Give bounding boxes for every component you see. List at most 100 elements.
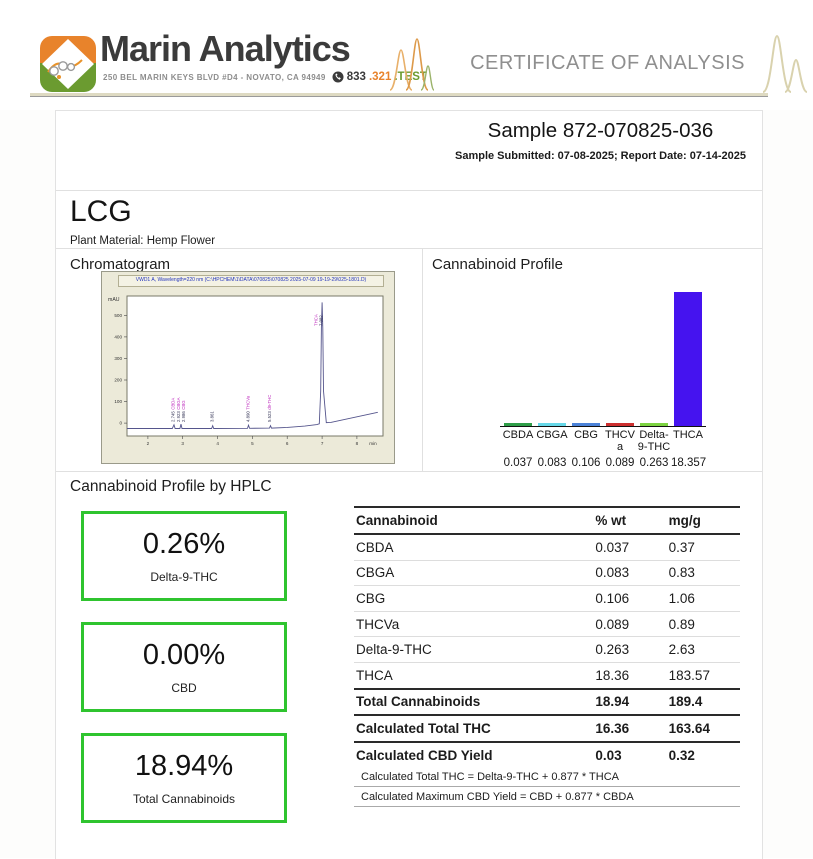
table-row: CBG 0.106 1.06 [354,585,740,612]
brand-logo-icon [40,36,96,92]
table-cell: 18.36 [593,662,667,690]
svg-text:200: 200 [114,378,122,383]
svg-text:0: 0 [119,421,122,426]
table-cell: 0.263 [593,636,667,663]
table-cell: 16.36 [593,714,667,742]
bar-value: 0.083 [537,457,567,469]
table-footnote-row: Calculated Total THC = Delta-9-THC + 0.8… [354,767,740,788]
sample-meta: Sample Submitted: 07-08-2025; Report Dat… [455,150,746,162]
table-cell: 163.64 [666,714,740,742]
svg-text:7: 7 [321,441,324,446]
bar-column [603,423,637,426]
bar [606,423,634,426]
svg-text:100: 100 [114,399,122,404]
hplc-table-body: CBDA 0.037 0.37 CBGA 0.083 0.83 CBG 0.106 1.06 TH… [354,534,740,808]
hplc-section-title: Cannabinoid Profile by HPLC [70,478,272,495]
svg-text:400: 400 [114,335,122,340]
chromatogram-plot: mAU 0 100 200 300 400 500 [108,295,384,446]
y-axis-unit: mAU [108,297,120,303]
highlight-box: 0.26% Delta-9-THC [81,511,287,601]
brand-subline: 250 BEL MARIN KEYS BLVD #D4 - NOVATO, CA… [103,71,523,83]
chromatogram-titlebar: VWD1 A, Wavelength=220 nm (C:\HPCHEM\1\D… [118,275,384,287]
table-cell: 0.03 [593,740,667,768]
svg-text:2.923CBGA: 2.923CBGA [176,397,181,422]
bar [538,423,566,426]
table-cell: 1.06 [666,585,740,612]
highlight-box: 0.00% CBD [81,622,287,712]
table-row: Calculated Total THC 16.36 163.64 [354,714,740,742]
table-footnote: Calculated Total THC = Delta-9-THC + 0.8… [354,767,740,788]
x-axis-labels: 2 3 4 5 6 7 8 min [147,441,378,446]
bar-column [569,423,603,426]
table-footnote: Calculated Maximum CBD Yield = CBD + 0.8… [354,786,740,808]
bar-label: THCA [673,429,703,441]
bar-chart [501,286,705,426]
svg-text:THCA7.082: THCA7.082 [314,314,324,326]
highlight-label: Delta-9-THC [150,570,218,584]
x-axis-ticks [147,436,358,439]
sample-block: Sample 872-070825-036 Sample Submitted: … [455,119,746,162]
table-row: Delta-9-THC 0.263 2.63 [354,636,740,663]
bar [572,423,600,426]
column-separator [422,248,423,471]
svg-text:300: 300 [114,356,122,361]
table-cell: Calculated Total THC [354,714,594,742]
table-cell: THCA [354,662,594,690]
table-row: Total Cannabinoids 18.94 189.4 [354,687,740,716]
highlight-box: 18.94% Total Cannabinoids [81,733,287,823]
table-row: CBDA 0.037 0.37 [354,534,740,561]
bar [640,423,668,426]
bar-label: CBGA [536,429,568,441]
table-row: THCVa 0.089 0.89 [354,611,740,638]
table-cell: 0.89 [666,611,740,638]
table-cell: Delta-9-THC [354,636,594,663]
profile-section-title: Cannabinoid Profile [432,256,563,273]
table-cell: 0.106 [593,585,667,612]
table-cell: 0.37 [666,534,740,561]
table-cell: 0.083 [593,560,667,587]
svg-text:6: 6 [286,441,289,446]
highlight-value: 0.00% [142,639,226,671]
bar-chart-values: 0.037 0.083 0.106 0.089 0.263 18.357 [501,457,707,469]
bar-label: CBG [574,429,598,441]
certificate-title: CERTIFICATE OF ANALYSIS [470,52,745,74]
table-cell: CBG [354,585,594,612]
divider [56,190,762,191]
table-header-cell: mg/g [666,506,740,535]
svg-text:5: 5 [251,441,254,446]
table-cell: 0.32 [666,740,740,768]
chromatogram-panel: VWD1 A, Wavelength=220 nm (C:\HPCHEM\1\D… [101,271,395,464]
phone-icon [332,71,344,83]
y-axis-ticks [124,315,127,424]
bar-value: 18.357 [671,457,707,469]
svg-text:500: 500 [114,313,122,318]
table-header-row: Cannabinoid % wt mg/g [354,506,740,535]
sample-title: Sample 872-070825-036 [487,119,714,142]
chromatogram-peaks-icon [763,34,808,93]
table-cell: 189.4 [666,687,740,716]
bar-chart-axis [500,426,706,427]
table-cell: Calculated CBD Yield [354,740,594,768]
bar [674,292,702,426]
highlight-value: 0.26% [142,528,226,560]
highlight-label: Total Cannabinoids [132,792,236,806]
table-footnote-row: Calculated Maximum CBD Yield = CBD + 0.8… [354,786,740,808]
brand-name: Marin Analytics [100,28,351,69]
svg-text:2.986CBG: 2.986CBG [181,400,186,422]
bar-column [501,423,535,426]
table-header-cell: Cannabinoid [354,506,594,535]
table-cell: CBGA [354,560,594,587]
table-row: Calculated CBD Yield 0.03 0.32 [354,740,740,768]
bar-value: 0.089 [605,457,635,469]
product-material: Plant Material: Hemp Flower [70,235,216,247]
bar-value: 0.106 [571,457,601,469]
highlight-boxes: 0.26% Delta-9-THC 0.00% CBD 18.94% Total… [81,511,287,844]
svg-text:4.890THCVa: 4.890THCVa [245,395,250,422]
peak-labels: 2.745CBDA 2.923CBGA 2.986CBG 3.861 4.890… [170,314,323,422]
svg-text:3: 3 [181,441,184,446]
product-name: LCG [70,195,132,228]
divider [56,471,762,472]
table-cell: 183.57 [666,662,740,690]
bar-label: Delta- 9-THC [637,429,671,453]
